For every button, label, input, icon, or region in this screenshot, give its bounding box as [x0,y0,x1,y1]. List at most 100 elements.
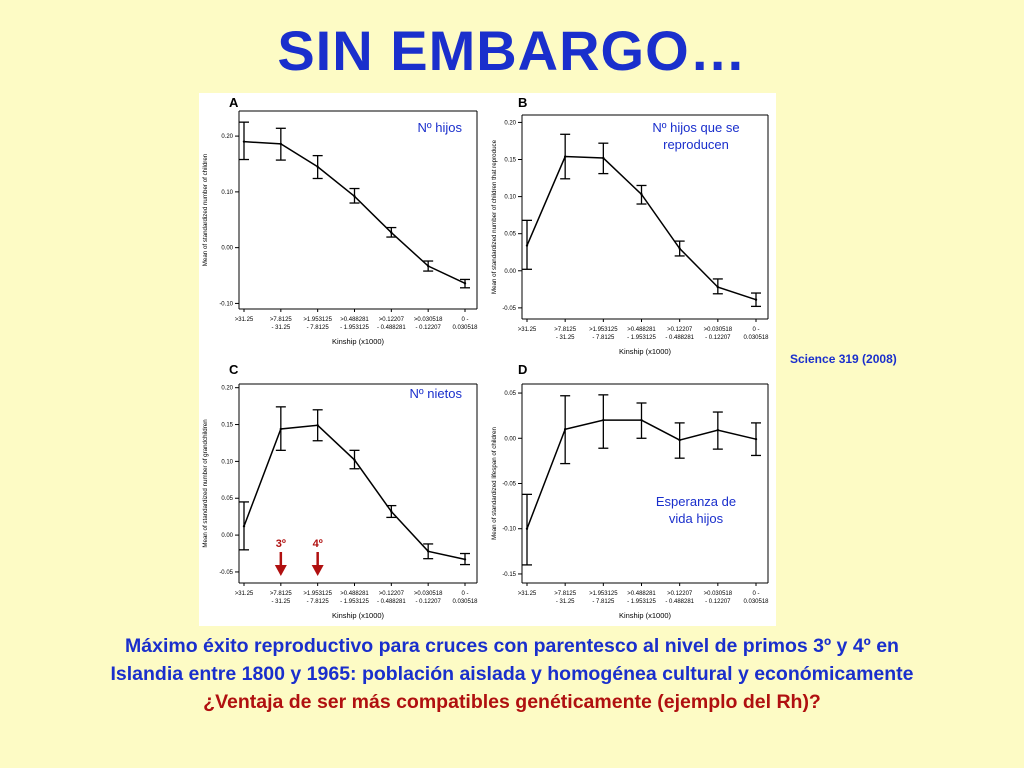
x-tick-label: >0.030518 [414,317,443,323]
x-tick-label: >0.12207 [667,327,693,333]
y-tick-label: -0.05 [502,306,516,312]
x-tick-label: - 31.25 [271,325,290,331]
caption-line-1: Máximo éxito reproductivo para cruces co… [125,635,899,657]
x-tick-label: 0 - [752,327,759,333]
x-tick-label: - 0.12207 [415,599,441,605]
x-tick-label: >0.488281 [627,327,656,333]
data-point [678,247,681,250]
y-tick-label: 0.20 [221,386,233,392]
panel-letter: A [229,95,239,110]
chart-panel-c: C -0.05 0.00 0.05 0.10 0.15 0.20 Mean of standa… [202,362,478,620]
panel-annotation: Nº hijos [418,120,463,135]
y-tick-label: -0.05 [502,482,516,488]
data-point [463,282,467,285]
x-tick-label: - 0.12207 [705,599,731,605]
x-tick-label: - 1.953125 [340,599,369,605]
chart-panel-a: A -0.10 0.00 0.10 0.20 Mean of standardized n… [202,95,478,346]
x-tick-label: 0 - [461,317,468,323]
data-point [602,418,605,422]
x-tick-label: >7.8125 [270,591,293,597]
x-tick-label: >0.030518 [704,327,733,333]
data-point [563,155,567,158]
slide-title: SIN EMBARGO… [277,19,747,82]
chart-panel-b: B -0.05 0.00 0.05 0.10 0.15 0.20 Mean of standa… [491,95,769,356]
marker-label: 4º [313,538,323,550]
data-point [242,140,246,143]
data-point [754,437,758,441]
y-axis-label: Mean of standardized number of grandchil… [202,419,209,548]
x-tick-label: >7.8125 [270,317,293,323]
data-point [678,438,681,442]
x-tick-label: - 1.953125 [627,599,656,605]
data-point [525,527,529,530]
x-tick-label: - 0.12207 [415,325,441,331]
y-tick-label: 0.10 [221,190,233,196]
x-tick-label: - 7.8125 [592,335,615,341]
x-tick-label: 0 - [752,591,759,597]
x-tick-label: - 1.953125 [627,335,656,341]
figure-panel-grid: A -0.10 0.00 0.10 0.20 Mean of standardized n… [199,93,776,626]
panel-annotation: reproducen [663,137,729,152]
x-tick-label: >0.488281 [340,317,369,323]
y-axis-label: Mean of standardized number of children [202,153,209,266]
x-tick-label: - 0.488281 [665,335,694,341]
x-tick-label: - 0.488281 [377,325,406,331]
x-tick-label: >0.488281 [340,591,369,597]
x-tick-label: >0.488281 [627,591,656,597]
x-tick-label: 0.030518 [743,335,769,341]
x-tick-label: - 7.8125 [307,325,330,331]
y-tick-label: 0.00 [504,269,516,275]
series-line [526,155,757,301]
x-tick-label: 0.030518 [452,599,478,605]
x-tick-label: >1.953125 [303,317,332,323]
y-tick-label: 0.20 [504,120,516,126]
data-point [279,427,283,431]
panel-annotation: vida hijos [669,511,724,526]
data-point [463,558,467,561]
panel-annotation: Esperanza de [656,494,736,509]
y-tick-label: 0.10 [221,459,233,465]
chart-panel-d: D -0.15 -0.10 -0.05 0.00 0.05 Mean of standard… [491,362,769,620]
marker-label: 3º [276,538,286,550]
data-point [426,550,430,553]
data-point [716,285,720,289]
x-tick-label: >31.25 [518,591,537,597]
x-tick-label: >7.8125 [554,327,577,333]
y-tick-label: 0.00 [504,436,516,442]
x-tick-label: 0 - [461,591,468,597]
data-point [426,264,430,268]
y-tick-label: 0.00 [221,246,233,252]
y-axis-label: Mean of standardized number of children … [491,139,498,294]
y-tick-label: -0.10 [219,301,233,307]
panel-letter: D [518,362,527,377]
y-tick-label: 0.15 [221,423,233,429]
y-tick-label: 0.00 [221,533,233,539]
y-axis-label: Mean of standardized lifespan of childre… [491,427,498,540]
series-line [243,140,466,285]
y-tick-label: -0.15 [502,572,516,578]
y-tick-label: 0.05 [504,391,516,397]
marker-arrow-head [274,565,287,576]
x-tick-label: >0.12207 [667,591,693,597]
data-point [640,418,643,422]
x-tick-label: - 31.25 [556,599,575,605]
citation-text: Science 319 (2008) [790,352,897,366]
data-point [602,156,605,160]
x-tick-label: 0.030518 [452,325,478,331]
x-tick-label: >0.12207 [379,591,405,597]
x-axis-label: Kinship (x1000) [619,611,672,620]
data-point [563,428,567,431]
data-point [390,231,393,234]
marker-arrow-head [311,565,324,576]
data-point [716,428,720,432]
x-tick-label: 0.030518 [743,599,769,605]
panel-letter: C [229,362,239,377]
x-tick-label: - 0.12207 [705,335,731,341]
data-point [353,458,356,462]
caption-line-3: ¿Ventaja de ser más compatibles genética… [203,691,821,713]
data-point [640,193,643,196]
x-axis-label: Kinship (x1000) [332,337,385,346]
y-tick-label: 0.05 [504,232,516,238]
caption: Máximo éxito reproductivo para cruces co… [0,632,1024,716]
caption-line-2: Islandia entre 1800 y 1965: población ai… [110,663,914,685]
